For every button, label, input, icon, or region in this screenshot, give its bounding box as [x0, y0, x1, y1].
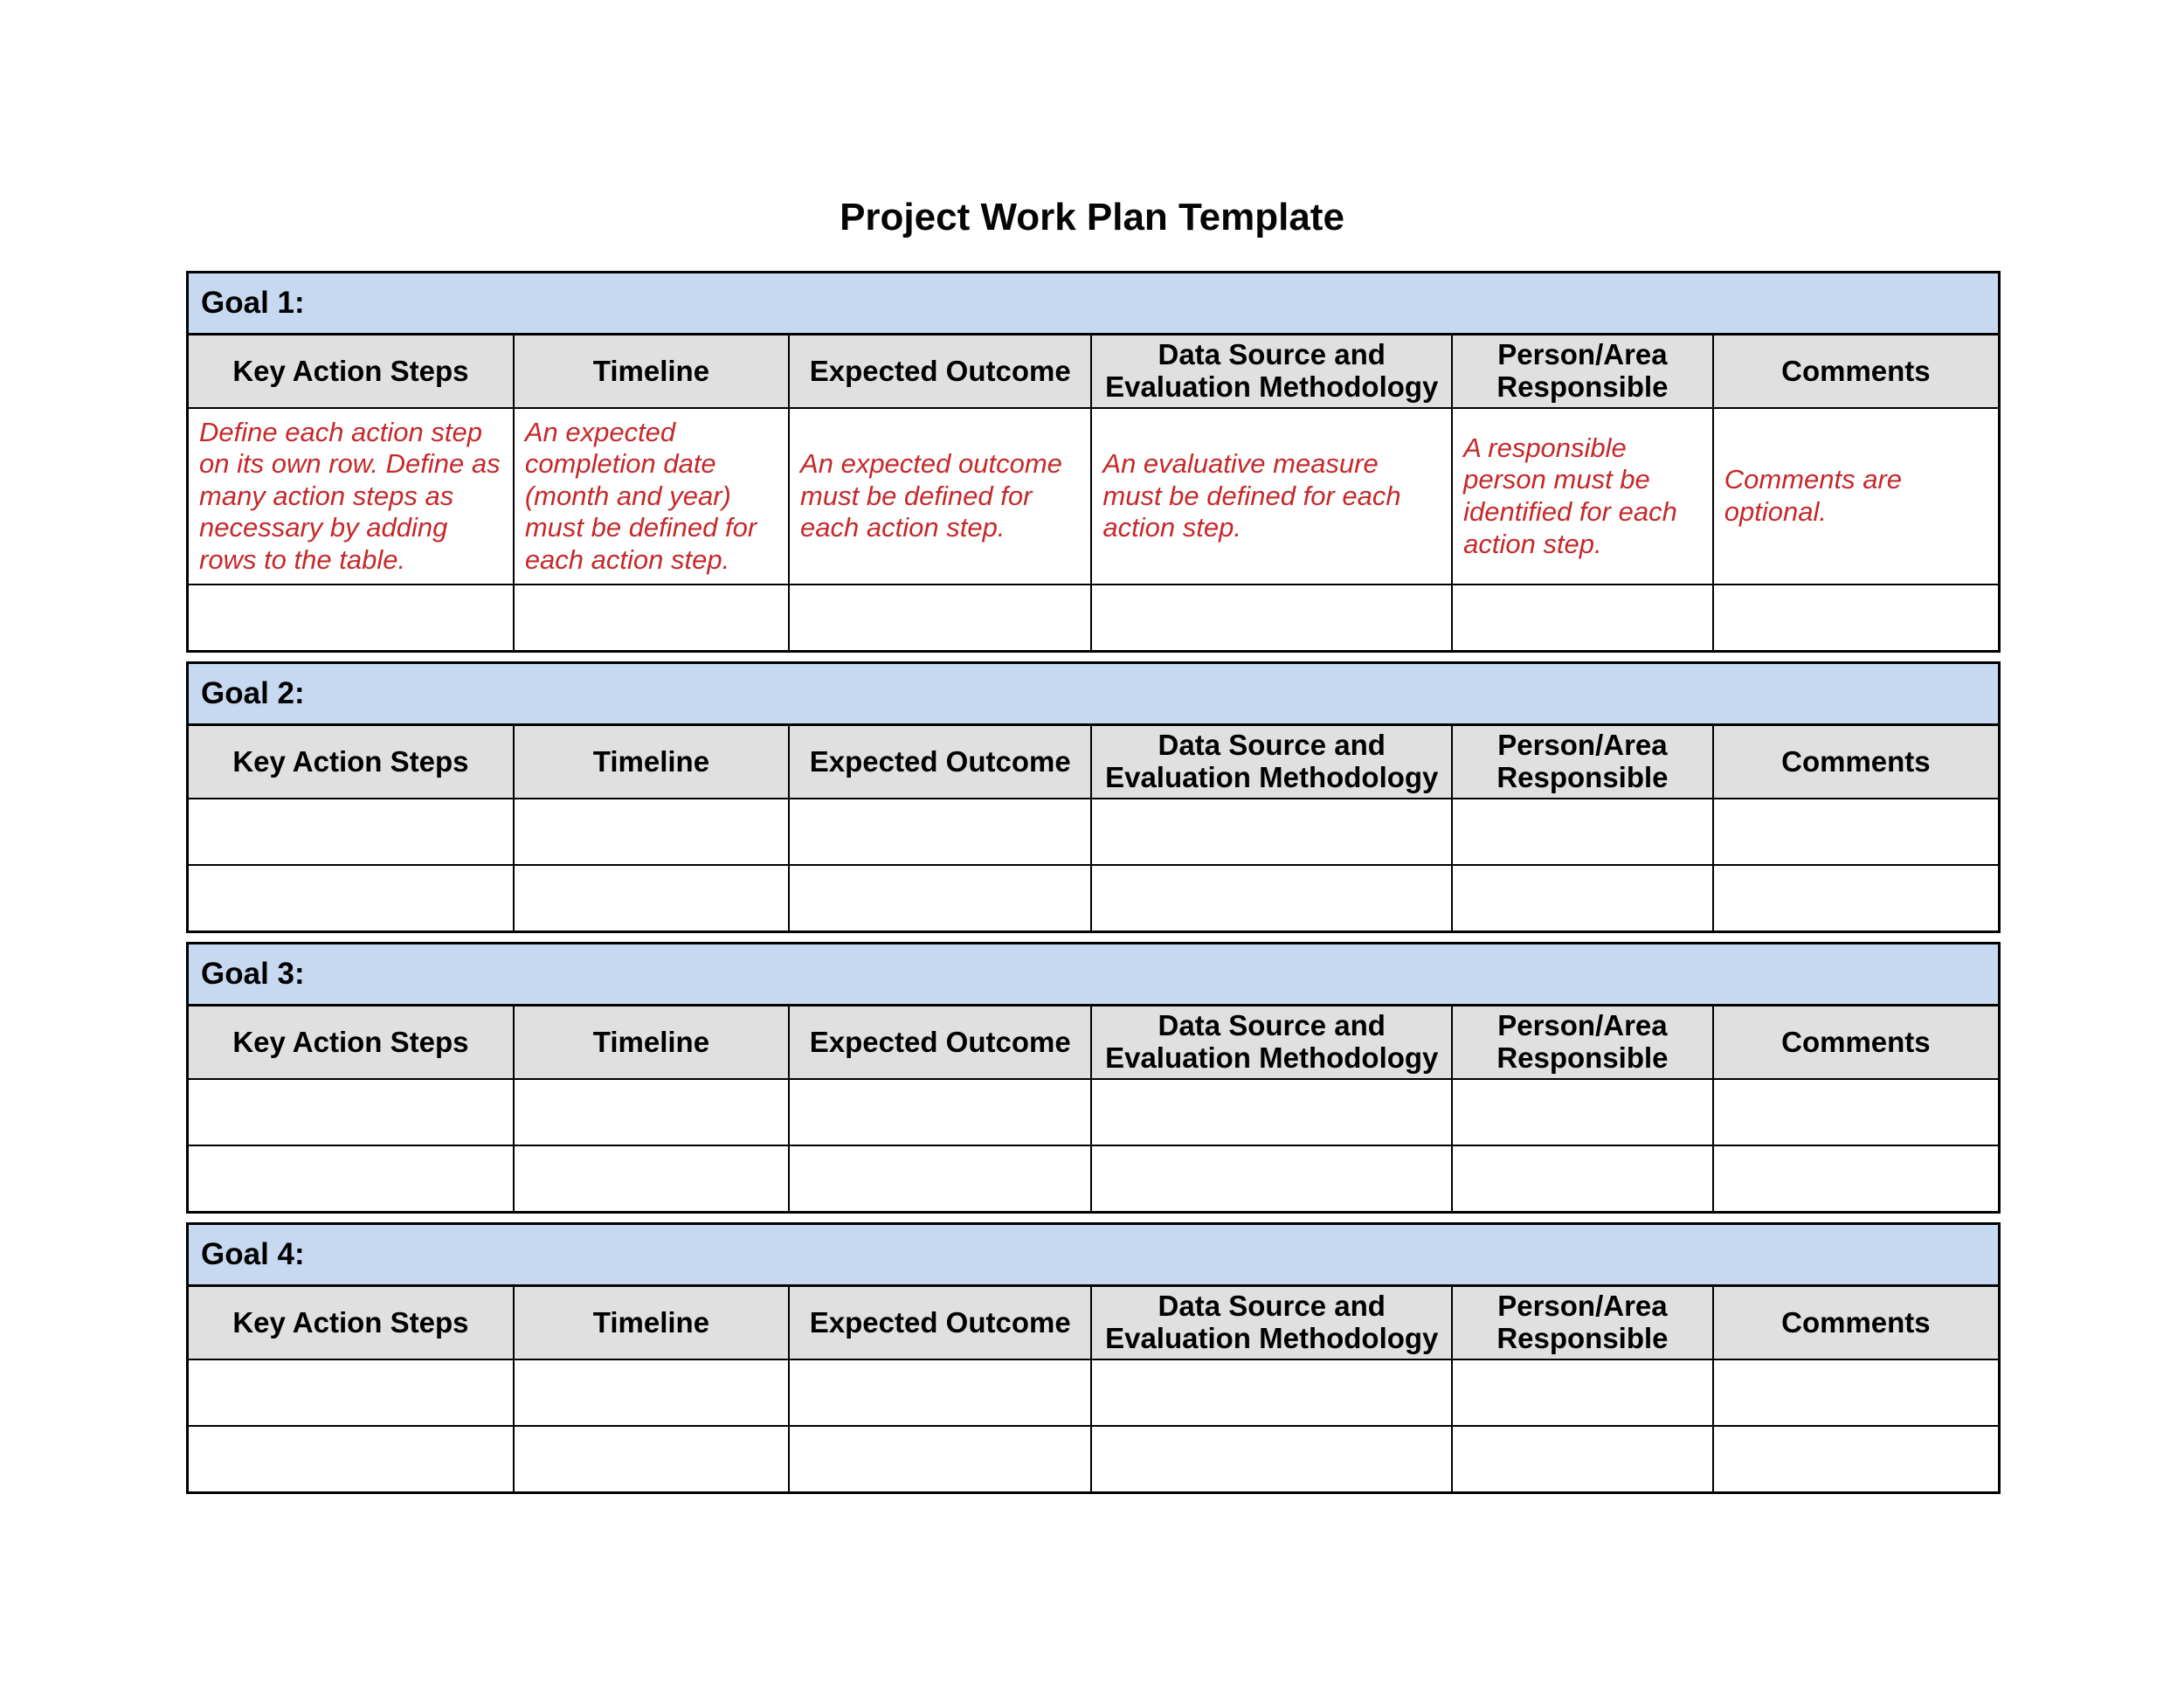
empty-cell — [186, 1078, 515, 1146]
goal-3-empty-row — [186, 1078, 2001, 1146]
goal-2-section: Goal 2: Key Action Steps Timeline Expect… — [186, 661, 2001, 933]
empty-cell — [1090, 798, 1454, 866]
empty-cell — [1711, 1425, 2001, 1494]
goal-1-empty-row — [186, 584, 2001, 653]
work-plan-content: Goal 1: Key Action Steps Timeline Expect… — [186, 271, 2001, 1494]
empty-cell — [186, 1145, 515, 1214]
empty-cell — [1451, 584, 1714, 653]
column-header-comments: Comments — [1711, 1004, 2001, 1080]
empty-cell — [1711, 1078, 2001, 1146]
goal-3-band: Goal 3: — [186, 942, 2001, 1007]
goal-2-label: Goal 2: — [186, 661, 2001, 726]
goal-1-band: Goal 1: — [186, 271, 2001, 336]
empty-cell — [788, 1145, 1093, 1214]
column-header-expected-outcome: Expected Outcome — [788, 1004, 1093, 1080]
goal-1-label: Goal 1: — [186, 271, 2001, 336]
empty-cell — [512, 864, 791, 933]
goal-4-section: Goal 4: Key Action Steps Timeline Expect… — [186, 1222, 2001, 1494]
empty-cell — [186, 798, 515, 866]
goal-2-band: Goal 2: — [186, 661, 2001, 726]
column-header-data-source: Data Source and Evaluation Methodology — [1090, 1284, 1454, 1360]
empty-cell — [186, 584, 515, 653]
empty-cell — [1090, 864, 1454, 933]
empty-cell — [512, 798, 791, 866]
empty-cell — [186, 1425, 515, 1494]
goal-4-column-headers: Key Action Steps Timeline Expected Outco… — [186, 1284, 2001, 1360]
empty-cell — [512, 1425, 791, 1494]
empty-cell — [788, 1078, 1093, 1146]
empty-cell — [1451, 1425, 1714, 1494]
empty-cell — [512, 1078, 791, 1146]
column-header-data-source: Data Source and Evaluation Methodology — [1090, 723, 1454, 799]
column-header-key-action-steps: Key Action Steps — [186, 1284, 515, 1360]
goal-1-section: Goal 1: Key Action Steps Timeline Expect… — [186, 271, 2001, 653]
empty-cell — [788, 1425, 1093, 1494]
column-header-key-action-steps: Key Action Steps — [186, 333, 515, 409]
empty-cell — [1090, 1078, 1454, 1146]
goal-4-empty-row — [186, 1359, 2001, 1427]
instruction-cell-key-action-steps: Define each action step on its own row. … — [186, 407, 515, 585]
column-header-expected-outcome: Expected Outcome — [788, 723, 1093, 799]
empty-cell — [186, 1359, 515, 1427]
empty-cell — [1090, 1145, 1454, 1214]
goal-4-label: Goal 4: — [186, 1222, 2001, 1287]
column-header-timeline: Timeline — [512, 333, 791, 409]
empty-cell — [1451, 1359, 1714, 1427]
empty-cell — [1451, 864, 1714, 933]
column-header-person-area: Person/Area Responsible — [1451, 1004, 1714, 1080]
empty-cell — [1451, 1078, 1714, 1146]
instruction-cell-timeline: An expected completion date (month and y… — [512, 407, 791, 585]
empty-cell — [1451, 798, 1714, 866]
goal-3-empty-row — [186, 1145, 2001, 1214]
column-header-data-source: Data Source and Evaluation Methodology — [1090, 333, 1454, 409]
column-header-person-area: Person/Area Responsible — [1451, 723, 1714, 799]
instruction-cell-person-area: A responsible person must be identified … — [1451, 407, 1714, 585]
column-header-expected-outcome: Expected Outcome — [788, 1284, 1093, 1360]
column-header-comments: Comments — [1711, 333, 2001, 409]
goal-2-empty-row — [186, 864, 2001, 933]
empty-cell — [788, 1359, 1093, 1427]
empty-cell — [1090, 584, 1454, 653]
empty-cell — [1711, 798, 2001, 866]
goal-3-column-headers: Key Action Steps Timeline Expected Outco… — [186, 1004, 2001, 1080]
column-header-expected-outcome: Expected Outcome — [788, 333, 1093, 409]
empty-cell — [1711, 864, 2001, 933]
column-header-comments: Comments — [1711, 1284, 2001, 1360]
goal-3-label: Goal 3: — [186, 942, 2001, 1007]
column-header-data-source: Data Source and Evaluation Methodology — [1090, 1004, 1454, 1080]
instruction-cell-data-source: An evaluative measure must be defined fo… — [1090, 407, 1454, 585]
goal-4-band: Goal 4: — [186, 1222, 2001, 1287]
goal-3-section: Goal 3: Key Action Steps Timeline Expect… — [186, 942, 2001, 1214]
column-header-person-area: Person/Area Responsible — [1451, 333, 1714, 409]
empty-cell — [1090, 1359, 1454, 1427]
column-header-timeline: Timeline — [512, 1284, 791, 1360]
empty-cell — [788, 864, 1093, 933]
empty-cell — [512, 1359, 791, 1427]
empty-cell — [512, 1145, 791, 1214]
empty-cell — [186, 864, 515, 933]
column-header-comments: Comments — [1711, 723, 2001, 799]
goal-1-instruction-row: Define each action step on its own row. … — [186, 407, 2001, 585]
empty-cell — [512, 584, 791, 653]
empty-cell — [1711, 1145, 2001, 1214]
empty-cell — [1090, 1425, 1454, 1494]
goal-4-empty-row — [186, 1425, 2001, 1494]
goal-2-column-headers: Key Action Steps Timeline Expected Outco… — [186, 723, 2001, 799]
goal-2-empty-row — [186, 798, 2001, 866]
empty-cell — [1711, 1359, 2001, 1427]
column-header-timeline: Timeline — [512, 1004, 791, 1080]
column-header-person-area: Person/Area Responsible — [1451, 1284, 1714, 1360]
column-header-timeline: Timeline — [512, 723, 791, 799]
goal-1-column-headers: Key Action Steps Timeline Expected Outco… — [186, 333, 2001, 409]
empty-cell — [788, 584, 1093, 653]
empty-cell — [1451, 1145, 1714, 1214]
column-header-key-action-steps: Key Action Steps — [186, 723, 515, 799]
column-header-key-action-steps: Key Action Steps — [186, 1004, 515, 1080]
page-title: Project Work Plan Template — [840, 196, 1344, 239]
empty-cell — [788, 798, 1093, 866]
instruction-cell-expected-outcome: An expected outcome must be defined for … — [788, 407, 1093, 585]
instruction-cell-comments: Comments are optional. — [1711, 407, 2001, 585]
empty-cell — [1711, 584, 2001, 653]
